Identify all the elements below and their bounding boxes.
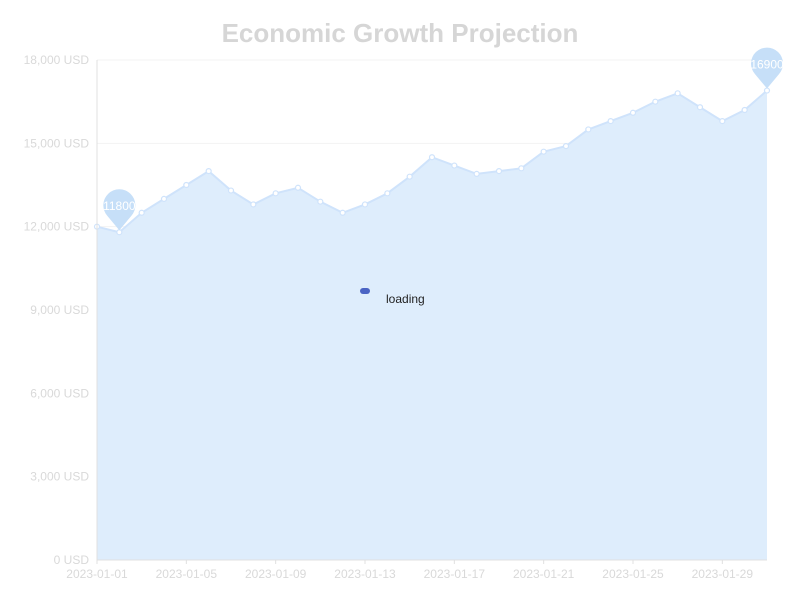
data-points <box>93 87 771 236</box>
data-point <box>652 98 659 105</box>
y-tick-label: 0 USD <box>54 553 90 567</box>
data-point <box>451 162 458 169</box>
data-point <box>317 198 324 205</box>
x-tick-label: 2023-01-29 <box>692 567 754 581</box>
data-point <box>674 90 681 97</box>
y-tick-label: 12,000 USD <box>24 220 90 234</box>
y-tick-label: 6,000 USD <box>30 386 89 400</box>
area-fill <box>97 90 767 561</box>
data-point <box>719 118 726 125</box>
loading-text: loading <box>386 292 425 306</box>
chart-title: Economic Growth Projection <box>221 18 579 48</box>
marker-label: 11800 <box>103 199 136 213</box>
data-point <box>585 126 592 133</box>
x-tick-label: 2023-01-09 <box>245 567 307 581</box>
data-point <box>540 148 547 155</box>
x-axis-ticks: 2023-01-01 2023-01-05 2023-01-09 2023-01-13… <box>66 560 753 581</box>
x-tick-label: 2023-01-05 <box>156 567 218 581</box>
data-point <box>741 106 748 114</box>
data-point <box>495 168 503 175</box>
data-point <box>629 109 637 116</box>
data-point <box>227 187 235 194</box>
data-point <box>696 104 704 111</box>
data-point <box>473 170 480 177</box>
marker-pin <box>750 47 783 89</box>
data-point <box>607 118 614 125</box>
axes <box>96 60 767 561</box>
data-point <box>562 143 570 150</box>
data-point <box>361 201 369 208</box>
min-marker: 11800 <box>103 189 136 231</box>
data-point <box>384 190 391 197</box>
y-tick-label: 3,000 USD <box>30 470 89 484</box>
data-point <box>116 229 123 236</box>
data-point <box>339 209 346 216</box>
y-tick-label: 18,000 USD <box>24 53 90 67</box>
y-tick-label: 9,000 USD <box>30 303 89 317</box>
x-tick-label: 2023-01-01 <box>66 567 128 581</box>
y-axis-ticks: 0 USD 3,000 USD 6,000 USD 9,000 USD 12,000 U… <box>24 53 90 567</box>
markers: 11800 16900 <box>103 47 784 231</box>
y-tick-label: 15,000 USD <box>24 136 90 150</box>
x-tick-label: 2023-01-17 <box>424 567 486 581</box>
marker-pin <box>103 189 136 231</box>
data-point <box>763 87 771 94</box>
data-point <box>160 195 168 202</box>
data-point <box>518 165 525 172</box>
data-point <box>294 184 302 191</box>
data-point <box>183 181 190 189</box>
data-point <box>250 201 257 208</box>
data-point <box>428 154 436 161</box>
data-point <box>406 173 413 180</box>
data-point <box>272 190 279 197</box>
loading-spinner <box>360 288 370 294</box>
x-tick-label: 2023-01-25 <box>602 567 664 581</box>
data-point <box>205 168 212 175</box>
max-marker: 16900 <box>750 47 784 89</box>
data-point <box>138 209 145 216</box>
marker-label: 16900 <box>750 58 784 72</box>
x-tick-label: 2023-01-13 <box>334 567 396 581</box>
x-tick-label: 2023-01-21 <box>513 567 575 581</box>
